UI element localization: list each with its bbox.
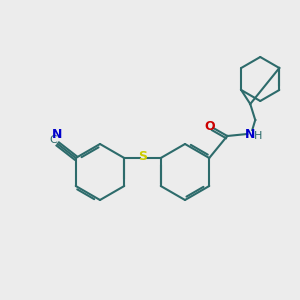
Text: N: N: [52, 128, 62, 140]
Text: H: H: [254, 131, 262, 141]
Text: N: N: [245, 128, 255, 140]
Text: C: C: [49, 135, 57, 145]
Text: O: O: [204, 121, 214, 134]
Text: S: S: [138, 151, 147, 164]
